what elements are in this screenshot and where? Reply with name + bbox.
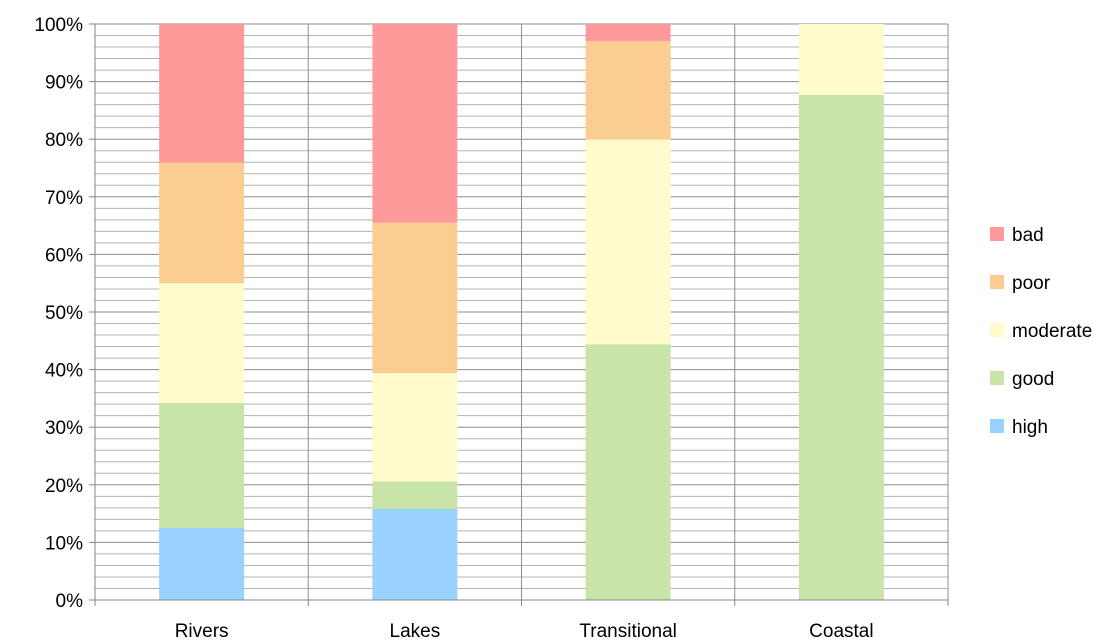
- bar-segment-good: [585, 344, 671, 600]
- legend-label-good: good: [1012, 369, 1054, 390]
- bar-segment-bad: [372, 24, 458, 223]
- legend-label-poor: poor: [1012, 273, 1051, 294]
- bar-stack-group: [159, 24, 884, 601]
- legend-label-moderate: moderate: [1012, 321, 1092, 342]
- y-tick-label: 20%: [45, 476, 83, 497]
- legend: bad poor moderate good high: [990, 225, 1092, 438]
- bar-segment-moderate: [159, 283, 245, 404]
- y-tick-label: 60%: [45, 245, 83, 266]
- bar-segment-moderate: [372, 373, 458, 482]
- bar-segment-good: [159, 403, 245, 528]
- x-category-labels: Rivers Lakes Transitional Coastal: [175, 621, 874, 642]
- bar-segment-bad: [159, 24, 245, 163]
- legend-swatch-high: [990, 419, 1004, 433]
- bar-segment-moderate: [585, 139, 671, 345]
- y-tick-label: 10%: [45, 533, 83, 554]
- y-tick-label: 30%: [45, 418, 83, 439]
- legend-label-high: high: [1012, 417, 1048, 438]
- axes: [89, 23, 949, 606]
- bar-segment-poor: [585, 41, 671, 140]
- y-tick-label: 50%: [45, 303, 83, 324]
- y-tick-label: 80%: [45, 130, 83, 151]
- x-category-label: Lakes: [390, 621, 441, 642]
- y-tick-label: 100%: [34, 15, 83, 36]
- y-tick-labels: 0% 10% 20% 30% 40% 50% 60% 70% 80% 90% 100%: [34, 15, 83, 612]
- legend-swatch-poor: [990, 275, 1004, 289]
- legend-label-bad: bad: [1012, 225, 1044, 246]
- legend-swatch-moderate: [990, 323, 1004, 337]
- legend-swatch-bad: [990, 227, 1004, 241]
- bar-segment-high: [372, 508, 458, 600]
- bar-segment-good: [798, 94, 884, 601]
- bar-segment-high: [159, 528, 245, 600]
- bar-segment-bad: [585, 24, 671, 42]
- y-tick-label: 40%: [45, 361, 83, 382]
- x-category-label: Coastal: [809, 621, 873, 642]
- x-category-label: Transitional: [579, 621, 677, 642]
- y-tick-label: 90%: [45, 73, 83, 94]
- y-tick-label: 70%: [45, 188, 83, 209]
- bar-segment-poor: [159, 162, 245, 284]
- bar-segment-good: [372, 481, 458, 509]
- x-category-label: Rivers: [175, 621, 229, 642]
- legend-swatch-good: [990, 371, 1004, 385]
- y-tick-label: 0%: [56, 591, 84, 612]
- bar-segment-poor: [372, 222, 458, 374]
- bar-segment-moderate: [798, 24, 884, 95]
